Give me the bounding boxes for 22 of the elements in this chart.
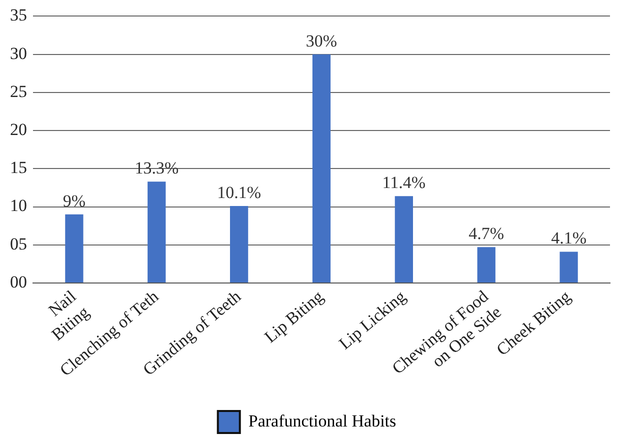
bar: [230, 206, 248, 282]
y-tick-label: 20: [10, 120, 27, 140]
data-label: 4.7%: [468, 224, 504, 244]
bar: [477, 247, 496, 282]
data-label: 30%: [306, 31, 338, 50]
data-label: 9%: [62, 191, 86, 210]
y-tick-label: 10: [10, 196, 27, 216]
bar: [148, 182, 166, 282]
data-label: 11.4%: [382, 173, 426, 192]
y-tick-label: 35: [10, 6, 27, 25]
data-label: 4.1%: [551, 228, 586, 248]
y-tick-label: 15: [10, 158, 27, 178]
bar: [560, 252, 578, 282]
y-tick-label: 05: [10, 234, 27, 254]
legend-label: Parafunctional Habits: [248, 411, 396, 430]
bar: [312, 54, 331, 282]
data-label: 10.1%: [217, 182, 262, 202]
bar: [394, 196, 413, 282]
y-tick-label: 25: [10, 82, 27, 101]
bar: [65, 214, 84, 282]
y-tick-label: 00: [10, 272, 27, 292]
y-tick-label: 30: [10, 44, 27, 63]
